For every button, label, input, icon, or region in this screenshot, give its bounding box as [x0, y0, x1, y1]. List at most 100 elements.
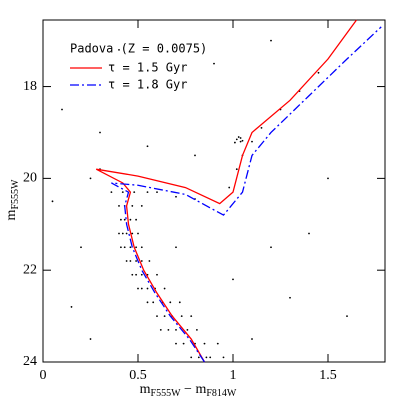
star-point	[135, 218, 138, 221]
legend-title: Padova (Z = 0.0075)	[70, 42, 207, 56]
star-point	[167, 328, 170, 331]
star-point	[196, 328, 198, 331]
star-point	[140, 260, 143, 262]
plot-frame	[42, 19, 386, 363]
star-point	[241, 139, 244, 142]
star-point	[180, 315, 183, 317]
star-point	[140, 287, 143, 290]
star-point	[80, 246, 82, 249]
star-point	[131, 232, 134, 235]
star-point	[123, 218, 126, 221]
star-point	[175, 195, 177, 198]
y-tick-label: 24	[23, 354, 37, 369]
star-point	[163, 287, 166, 290]
star-point	[156, 315, 158, 317]
y-tick-label: 22	[23, 262, 37, 277]
x-tick-label: 0.5	[129, 368, 147, 383]
star-point	[197, 356, 200, 359]
star-point	[239, 137, 242, 139]
star-point	[159, 328, 162, 331]
star-point	[129, 218, 132, 221]
star-point	[289, 296, 291, 299]
star-point	[129, 246, 132, 249]
star-point	[110, 191, 113, 194]
star-point	[135, 260, 138, 262]
star-point	[163, 315, 166, 317]
y-tick-label: 20	[23, 171, 37, 186]
star-point	[61, 108, 63, 111]
star-point	[118, 48, 120, 51]
star-point	[89, 177, 92, 180]
star-point	[234, 141, 236, 144]
star-point	[190, 356, 193, 359]
star-point	[156, 191, 158, 194]
star-point	[70, 306, 73, 308]
legend-label: τ = 1.5 Gyr	[108, 61, 187, 75]
star-point	[270, 39, 272, 42]
star-point	[251, 338, 253, 340]
x-tick-label: 1	[230, 368, 237, 383]
legend-label: τ = 1.8 Gyr	[108, 78, 187, 92]
y-tick-label: 18	[23, 79, 37, 94]
x-axis-label: mF555W − mF814W	[140, 382, 237, 399]
star-point	[137, 287, 139, 290]
star-point	[120, 246, 122, 249]
star-point	[186, 328, 189, 331]
star-point	[99, 131, 101, 134]
star-point	[125, 232, 128, 235]
star-point	[175, 342, 177, 345]
star-point	[169, 301, 172, 304]
star-point	[209, 356, 212, 359]
star-point	[178, 301, 181, 304]
star-point	[131, 273, 134, 276]
star-point	[140, 246, 143, 249]
star-point	[146, 191, 149, 194]
star-point	[118, 205, 120, 207]
star-point	[118, 232, 120, 235]
star-point	[135, 246, 138, 249]
star-point	[125, 260, 128, 262]
star-point	[133, 191, 136, 194]
star-point	[140, 273, 143, 276]
star-point	[216, 342, 219, 345]
star-point	[239, 140, 242, 143]
star-point	[148, 260, 151, 262]
star-point	[232, 278, 234, 281]
star-point	[89, 338, 92, 340]
star-point	[156, 85, 158, 88]
star-point	[146, 287, 149, 290]
star-point	[120, 218, 122, 221]
star-point	[228, 186, 231, 189]
x-tick-label: 0	[40, 368, 47, 383]
star-point	[121, 232, 124, 235]
star-point	[135, 273, 138, 276]
isochrone	[95, 19, 358, 363]
star-point	[213, 62, 215, 65]
star-point	[270, 246, 272, 249]
star-point	[140, 205, 143, 207]
star-point	[327, 177, 329, 180]
star-point	[51, 200, 54, 203]
star-point	[131, 205, 134, 207]
star-point	[146, 301, 149, 304]
star-point	[190, 315, 193, 317]
star-point	[121, 191, 124, 194]
star-point	[205, 356, 208, 359]
star-point	[222, 356, 225, 359]
star-point	[175, 246, 177, 249]
star-point	[156, 273, 158, 276]
star-point	[137, 232, 139, 235]
star-point	[129, 260, 132, 262]
star-point	[346, 315, 348, 317]
star-point	[235, 168, 238, 171]
star-point	[194, 154, 196, 157]
star-point	[237, 136, 240, 138]
star-point	[175, 328, 177, 331]
isochrone	[111, 26, 382, 363]
star-point	[317, 71, 320, 74]
star-point	[235, 138, 238, 141]
star-point	[182, 342, 185, 345]
star-point	[152, 301, 155, 304]
y-axis-label: mF555W	[4, 179, 21, 220]
